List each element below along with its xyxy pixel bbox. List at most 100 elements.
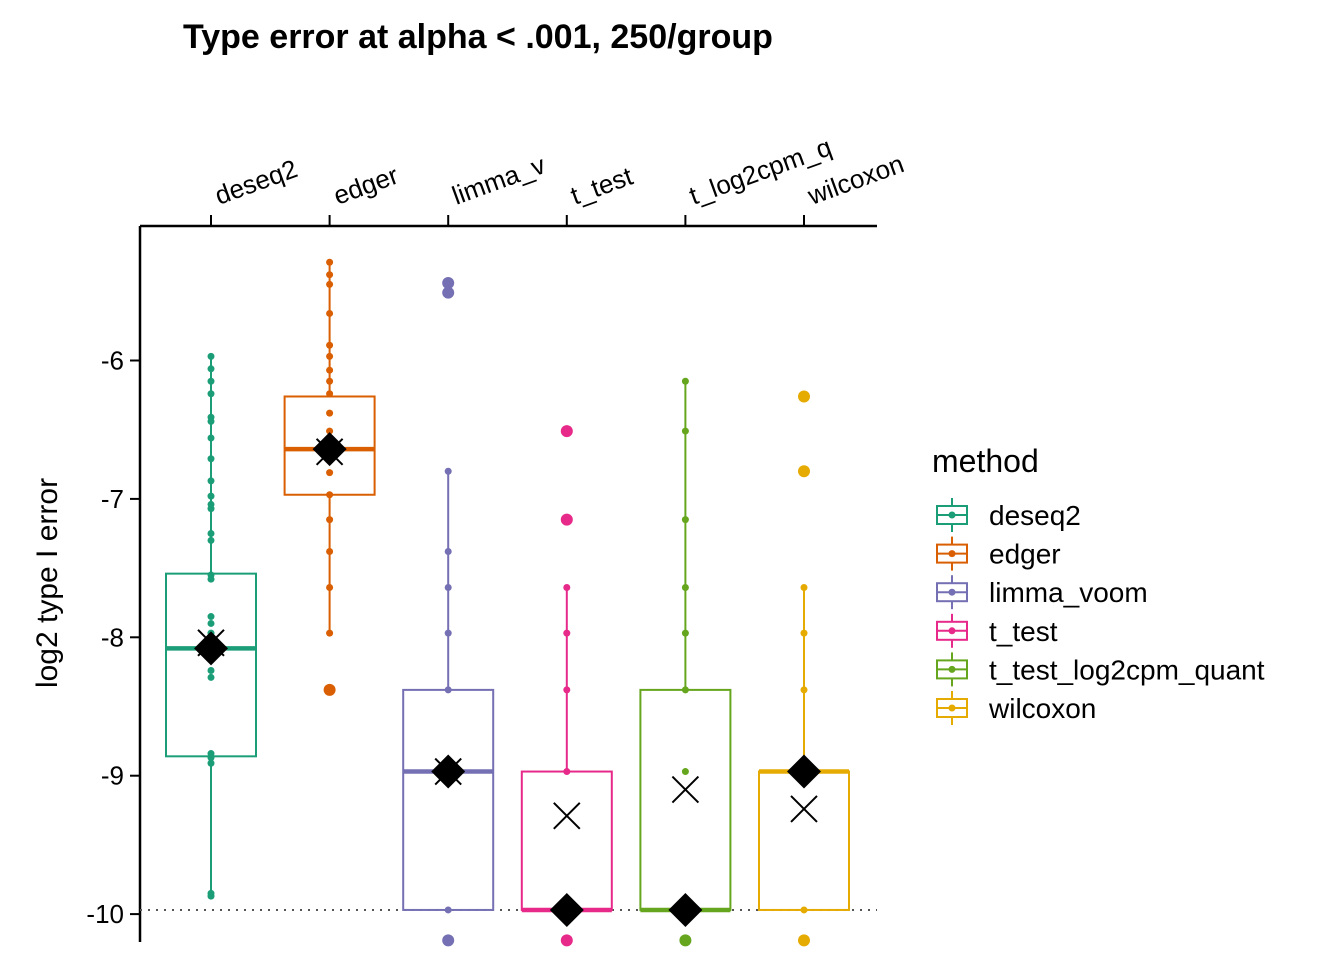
data-point	[326, 280, 334, 288]
data-point	[444, 906, 452, 914]
legend-title: method	[932, 443, 1039, 479]
data-point	[800, 629, 808, 637]
legend-key-point	[948, 704, 956, 712]
y-tick-label: -10	[86, 899, 124, 929]
box	[402, 688, 495, 911]
outlier-point	[442, 286, 455, 299]
data-point	[326, 469, 334, 477]
data-point	[326, 583, 334, 591]
legend-item-label: deseq2	[989, 500, 1081, 531]
data-point	[444, 686, 452, 694]
mean-diamond	[549, 892, 584, 927]
data-point	[326, 352, 334, 360]
data-point	[326, 258, 334, 266]
legend-item-label: t_test_log2cpm_quant	[989, 654, 1265, 685]
outlier-point	[323, 683, 336, 696]
x-marker	[790, 795, 818, 823]
outlier-point	[798, 390, 810, 403]
data-point	[207, 352, 215, 360]
mean-diamond	[194, 631, 228, 666]
data-point	[681, 686, 689, 694]
data-point	[207, 754, 215, 762]
x-marker	[671, 775, 700, 804]
data-point	[207, 377, 215, 385]
data-point	[444, 583, 452, 591]
data-point	[326, 491, 334, 499]
data-point	[207, 892, 215, 900]
x-marker	[553, 802, 581, 830]
data-point	[326, 377, 334, 385]
data-point	[326, 309, 334, 317]
data-point	[207, 667, 215, 675]
legend-key-point	[948, 665, 956, 673]
x-tick-label: t_test	[567, 160, 638, 210]
data-point	[326, 516, 334, 524]
data-point	[207, 759, 215, 767]
legend-item-label: edger	[989, 539, 1061, 570]
mean-diamond	[668, 892, 703, 927]
legend-key-point	[948, 550, 956, 558]
mean-diamond	[431, 754, 466, 789]
data-point	[563, 583, 571, 591]
data-point	[681, 427, 689, 435]
data-point	[207, 613, 215, 621]
data-point	[326, 427, 334, 435]
data-point	[207, 505, 215, 513]
box	[520, 770, 613, 911]
data-point	[681, 768, 689, 776]
chart-title: Type error at alpha < .001, 250/group	[183, 18, 773, 56]
data-point	[207, 390, 215, 398]
box	[639, 688, 732, 911]
y-axis-title: log2 type I error	[31, 478, 64, 688]
data-point	[326, 341, 334, 349]
data-point	[207, 417, 215, 425]
data-point	[207, 477, 215, 485]
data-point	[207, 619, 215, 627]
data-point	[207, 673, 215, 681]
x-tick-label: limma_v	[448, 149, 549, 210]
outlier-point	[798, 465, 810, 478]
data-point	[207, 455, 215, 463]
legend: method deseq2 edger limma_voom t_test t_test…	[932, 443, 1265, 725]
y-tick-label: -6	[101, 346, 124, 376]
data-point	[444, 547, 452, 555]
data-point	[326, 366, 334, 374]
data-point	[207, 530, 215, 537]
outlier-point	[442, 276, 455, 289]
data-point	[326, 271, 334, 279]
data-point	[207, 434, 215, 442]
data-point	[681, 583, 689, 591]
data-point	[800, 583, 808, 591]
data-point	[326, 409, 334, 417]
y-tick-label: -8	[101, 622, 124, 652]
data-point	[563, 629, 571, 637]
legend-key-point	[948, 588, 956, 596]
outlier-point	[560, 513, 573, 526]
x-tick-label: deseq2	[211, 153, 301, 210]
data-point	[800, 906, 808, 914]
data-point	[800, 686, 808, 694]
data-point	[681, 377, 689, 385]
data-point	[444, 629, 452, 637]
mean-diamond	[787, 754, 821, 789]
x-tick-label: edger	[329, 160, 402, 211]
mean-diamond	[312, 432, 347, 467]
data-point	[326, 547, 334, 555]
data-point	[444, 467, 452, 475]
outlier-point	[442, 934, 455, 947]
legend-key-point	[948, 511, 956, 519]
outlier-point	[679, 934, 692, 947]
legend-item-label: t_test	[989, 616, 1058, 647]
data-point	[563, 686, 571, 694]
data-point	[207, 575, 215, 583]
data-point	[681, 629, 689, 637]
y-tick-label: -9	[101, 761, 124, 791]
y-tick-label: -7	[101, 484, 124, 514]
legend-item-label: wilcoxon	[988, 693, 1096, 724]
legend-key-point	[948, 627, 956, 635]
data-point	[326, 390, 334, 398]
data-point	[326, 629, 334, 637]
data-point	[563, 768, 571, 776]
